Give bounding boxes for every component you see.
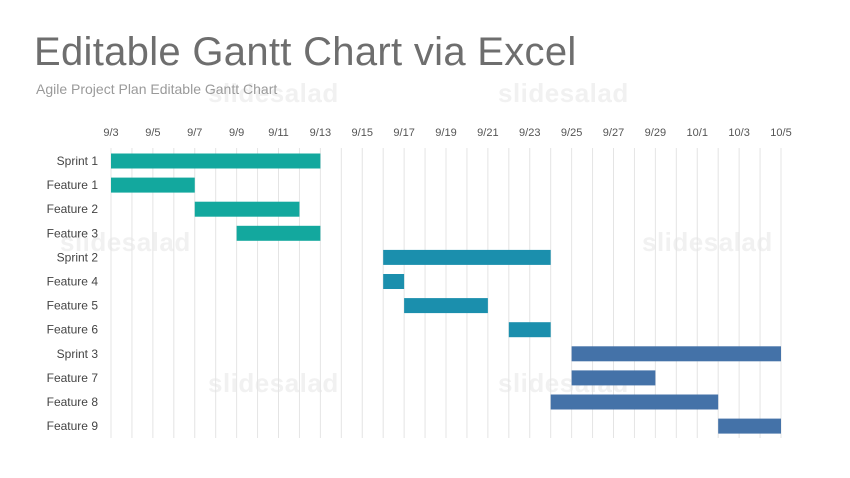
task-bar: [383, 249, 551, 265]
x-tick-label: 9/29: [645, 127, 666, 139]
task-bar: [571, 346, 781, 362]
task-bar: [550, 394, 719, 410]
x-tick-label: 10/5: [770, 127, 791, 139]
task-label: Feature 2: [47, 202, 99, 216]
task-label: Feature 6: [47, 323, 99, 337]
task-label: Feature 5: [47, 299, 99, 313]
task-label: Feature 8: [47, 395, 99, 409]
task-label: Sprint 1: [57, 154, 99, 168]
x-tick-label: 9/9: [229, 127, 244, 139]
x-tick-label: 9/3: [103, 127, 118, 139]
task-bar: [111, 177, 195, 193]
x-tick-label: 9/27: [603, 127, 624, 139]
task-label: Feature 1: [47, 178, 99, 192]
task-label: Sprint 3: [57, 347, 99, 361]
task-bar: [404, 298, 488, 314]
x-tick-label: 10/1: [687, 127, 708, 139]
x-tick-label: 9/21: [477, 127, 498, 139]
task-bar: [508, 322, 551, 338]
task-bar: [571, 370, 656, 386]
x-tick-label: 9/23: [519, 127, 540, 139]
x-tick-label: 9/7: [187, 127, 202, 139]
x-tick-label: 9/17: [393, 127, 414, 139]
task-bar: [111, 153, 321, 169]
slide-subtitle: Agile Project Plan Editable Gantt Chart: [36, 81, 278, 97]
x-tick-label: 9/25: [561, 127, 582, 139]
task-bar: [718, 418, 781, 434]
task-bar: [194, 201, 300, 217]
task-bar: [236, 225, 321, 241]
task-bar: [383, 274, 405, 289]
x-tick-label: 9/5: [145, 127, 160, 139]
task-label: Feature 7: [47, 371, 99, 385]
task-label: Feature 9: [47, 419, 99, 433]
task-label: Sprint 2: [57, 250, 99, 264]
task-label: Feature 3: [47, 226, 99, 240]
x-tick-label: 10/3: [728, 127, 749, 139]
x-tick-label: 9/19: [435, 127, 456, 139]
x-tick-label: 9/13: [310, 127, 331, 139]
slide-title: Editable Gantt Chart via Excel: [34, 30, 577, 74]
x-tick-label: 9/11: [268, 127, 289, 139]
task-label: Feature 4: [47, 275, 99, 289]
x-tick-label: 9/15: [352, 127, 373, 139]
